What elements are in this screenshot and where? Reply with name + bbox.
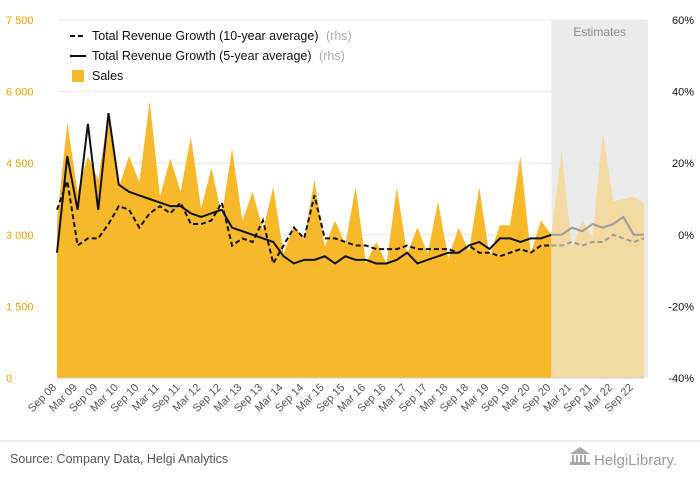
estimates-label: Estimates (573, 25, 626, 39)
growth-5y-line-actual (56, 112, 552, 265)
sales-area (57, 101, 644, 378)
legend-label-5y: Total Revenue Growth (5-year average) (92, 49, 312, 63)
legend-label-10y: Total Revenue Growth (10-year average) (92, 29, 319, 43)
y-right-tick-label: -20% (668, 301, 694, 313)
growth-lines (56, 112, 645, 267)
y-right-tick-label: 40% (672, 87, 694, 99)
y-right-tick-label: -40% (668, 373, 694, 385)
legend-label-sales: Sales (92, 69, 123, 83)
y-right-tick-label: 20% (672, 158, 694, 170)
y-left-tick-label: 1 500 (6, 301, 34, 313)
growth-10y-line-estimate (551, 233, 645, 247)
legend-item-10y: Total Revenue Growth (10-year average) (… (70, 29, 352, 43)
y-left-tick-label: 3 000 (6, 230, 34, 242)
legend-item-sales: Sales (72, 69, 123, 83)
legend-suffix-10y: (rhs) (326, 29, 352, 43)
logo-text: HelgiLibrary. (594, 452, 677, 469)
legend: Total Revenue Growth (10-year average) (… (70, 29, 352, 83)
y-right-tick-label: 60% (672, 15, 694, 27)
sales-area-estimate (551, 132, 644, 378)
growth-5y-line-estimate (551, 215, 644, 236)
y-left-tick-label: 7 500 (6, 15, 34, 27)
helgi-library-logo: HelgiLibrary. (570, 447, 677, 469)
svg-text:Total Revenue Growth (10-year: Total Revenue Growth (10-year average) (… (92, 29, 352, 43)
svg-text:Total Revenue Growth (5-year a: Total Revenue Growth (5-year average) (r… (92, 49, 345, 63)
sales-area-actual (57, 101, 552, 378)
source-note: Source: Company Data, Helgi Analytics (10, 452, 228, 466)
y-right-tick-label: 0% (678, 230, 694, 242)
y-left-tick-label: 0 (6, 373, 12, 385)
legend-sales-swatch (72, 70, 84, 82)
y-left-tick-label: 6 000 (6, 87, 34, 99)
legend-suffix-5y: (rhs) (319, 49, 345, 63)
y-left-tick-label: 4 500 (6, 158, 34, 170)
legend-item-5y: Total Revenue Growth (5-year average) (r… (70, 49, 345, 63)
growth-10y-line-actual (56, 180, 552, 267)
library-building-icon (570, 447, 590, 465)
